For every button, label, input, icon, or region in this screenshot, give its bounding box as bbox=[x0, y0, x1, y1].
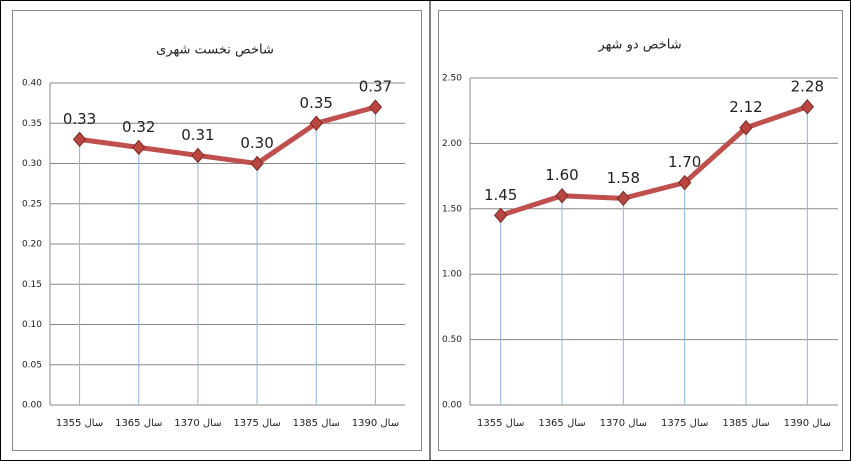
chart-title: شاخص نخست شهری bbox=[156, 43, 274, 58]
y-tick-label: 0.40 bbox=[22, 79, 42, 89]
y-tick-label: 0.25 bbox=[22, 199, 42, 209]
y-tick-label: 0.10 bbox=[22, 320, 42, 330]
y-tick-label: 0.50 bbox=[442, 335, 462, 345]
data-label: 0.35 bbox=[300, 94, 333, 112]
x-tick-label: سال 1370 bbox=[600, 418, 647, 429]
x-tick-label: سال 1355 bbox=[56, 418, 103, 429]
y-tick-label: 0.35 bbox=[22, 119, 42, 129]
x-tick-label: سال 1365 bbox=[538, 418, 585, 429]
y-tick-label: 0.30 bbox=[22, 159, 42, 169]
x-tick-label: سال 1375 bbox=[661, 418, 708, 429]
data-label: 0.32 bbox=[122, 118, 155, 136]
data-label: 1.58 bbox=[607, 169, 640, 187]
data-label: 2.12 bbox=[729, 98, 762, 116]
marker bbox=[72, 131, 87, 148]
y-tick-label: 0.20 bbox=[22, 240, 42, 250]
marker bbox=[191, 147, 205, 164]
x-tick-label: سال 1385 bbox=[293, 418, 340, 429]
y-tick-label: 0.00 bbox=[442, 401, 462, 411]
data-label: 1.70 bbox=[668, 153, 701, 171]
data-label: 0.33 bbox=[63, 110, 96, 128]
x-tick-label: سال 1365 bbox=[115, 418, 162, 429]
y-tick-label: 1.50 bbox=[442, 204, 462, 214]
marker bbox=[250, 155, 264, 172]
x-tick-label: سال 1385 bbox=[722, 418, 769, 429]
marker bbox=[368, 99, 383, 115]
data-label: 0.30 bbox=[240, 134, 273, 152]
x-tick-label: سال 1355 bbox=[477, 418, 524, 429]
marker bbox=[132, 139, 146, 156]
data-label: 0.37 bbox=[359, 78, 392, 96]
series-line bbox=[499, 104, 809, 218]
chart-title: شاخص دو شهر bbox=[597, 38, 681, 53]
x-tick-label: سال 1390 bbox=[352, 418, 399, 429]
x-tick-label: سال 1375 bbox=[233, 418, 280, 429]
marker bbox=[678, 174, 692, 191]
marker bbox=[800, 99, 814, 115]
series-line bbox=[79, 104, 377, 166]
data-label: 1.60 bbox=[545, 166, 578, 184]
chart-frame bbox=[438, 10, 843, 451]
marker bbox=[739, 119, 753, 136]
y-tick-label: 0.05 bbox=[22, 360, 42, 370]
y-tick-label: 2.00 bbox=[442, 139, 462, 149]
data-label: 1.45 bbox=[484, 186, 517, 204]
marker bbox=[555, 187, 569, 204]
data-label: 0.31 bbox=[181, 126, 214, 144]
y-tick-label: 2.50 bbox=[442, 74, 462, 84]
data-label: 2.28 bbox=[791, 77, 824, 95]
chart-frame bbox=[12, 10, 422, 451]
marker bbox=[616, 190, 630, 207]
y-tick-label: 0.15 bbox=[22, 280, 42, 290]
y-tick-label: 1.00 bbox=[442, 270, 462, 280]
x-tick-label: سال 1390 bbox=[784, 418, 831, 429]
x-tick-label: سال 1370 bbox=[174, 418, 221, 429]
marker bbox=[309, 115, 323, 132]
y-tick-label: 0.00 bbox=[22, 401, 42, 411]
marker bbox=[494, 207, 508, 224]
